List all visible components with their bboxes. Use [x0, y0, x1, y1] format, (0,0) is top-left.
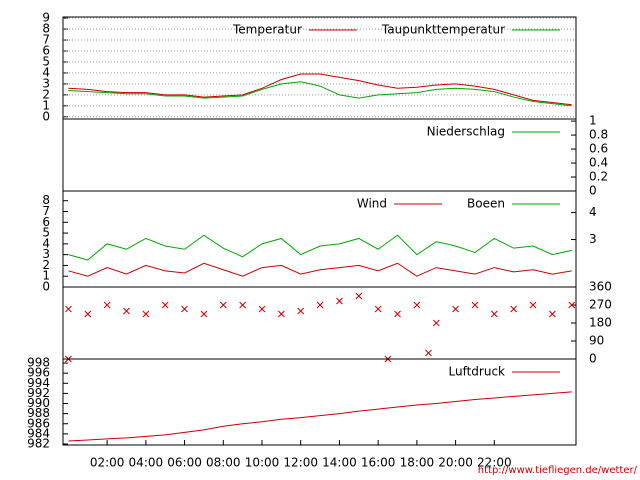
y-tick-label: 6	[42, 215, 50, 229]
point	[181, 305, 188, 313]
y-tick-label: 0	[42, 280, 50, 294]
legend-label: Wind	[357, 197, 387, 211]
point	[84, 310, 92, 318]
y-tick-label: 990	[27, 396, 50, 410]
point	[490, 310, 498, 318]
point	[336, 297, 343, 305]
x-tick-label: 16:00	[361, 456, 396, 470]
x-tick-label: 02:00	[90, 456, 125, 470]
y2-tick-label: 4	[589, 205, 597, 219]
y2-tick-label: 270	[589, 298, 612, 312]
series-line	[68, 73, 572, 106]
y-tick-label: 7	[42, 33, 50, 47]
y-tick-label: 0	[42, 109, 50, 123]
x-tick-label: 06:00	[167, 456, 202, 470]
legend-label: Temperatur	[232, 23, 302, 37]
y2-tick-label: 90	[589, 334, 604, 348]
x-tick-label: 20:00	[438, 456, 473, 470]
y-tick-label: 988	[27, 406, 50, 420]
y-tick-label: 8	[42, 22, 50, 36]
y2-tick-label: 180	[589, 316, 612, 330]
y2-tick-label: 0	[589, 184, 597, 198]
point	[200, 310, 208, 318]
y-tick-label: 7	[42, 204, 50, 218]
y-tick-label: 5	[42, 226, 50, 240]
point	[452, 305, 459, 313]
y-tick-label: 3	[42, 76, 50, 90]
y-tick-label: 9	[42, 11, 50, 25]
y2-tick-label: 360	[589, 280, 612, 294]
point	[278, 310, 285, 318]
y-tick-label: 2	[42, 258, 50, 272]
y2-tick-label: 1	[589, 114, 597, 128]
y-tick-label: 1	[42, 269, 50, 283]
y2-tick-label: 0.6	[589, 142, 608, 156]
y-tick-label: 994	[27, 376, 50, 390]
point	[103, 301, 111, 309]
point	[123, 307, 130, 315]
footer-url: http://www.tiefliegen.de/wetter/	[478, 465, 638, 476]
y-tick-label: 998	[27, 356, 50, 370]
panel-frame	[62, 358, 577, 446]
x-tick-label: 10:00	[245, 456, 280, 470]
y2-tick-label: 0.8	[589, 128, 608, 142]
y-tick-label: 984	[27, 426, 50, 440]
series-line	[68, 391, 572, 442]
y-tick-label: 992	[27, 386, 50, 400]
legend-label: Luftdruck	[448, 365, 505, 379]
point	[394, 310, 401, 318]
y-tick-label: 6	[42, 44, 50, 58]
point	[549, 310, 556, 318]
legend-label: Taupunkttemperatur	[381, 23, 505, 37]
point	[65, 305, 72, 313]
point	[297, 307, 305, 315]
y-tick-label: 1	[42, 98, 50, 112]
series-line	[68, 262, 572, 277]
point	[425, 349, 432, 357]
y-tick-label: 2	[42, 87, 50, 101]
y-tick-label: 996	[27, 366, 50, 380]
y-tick-label: 5	[42, 54, 50, 68]
series-line	[68, 234, 572, 261]
y-tick-label: 4	[42, 236, 50, 250]
point	[471, 301, 479, 309]
point	[529, 301, 537, 309]
series-line	[68, 81, 572, 107]
y-tick-label: 4	[42, 65, 50, 79]
point	[413, 301, 421, 309]
y-tick-label: 982	[27, 436, 50, 450]
point	[374, 305, 382, 313]
y2-tick-label: 0.2	[589, 170, 608, 184]
point	[258, 305, 266, 313]
x-tick-label: 08:00	[206, 456, 241, 470]
y2-tick-label: 3	[589, 232, 597, 246]
y-tick-label: 3	[42, 247, 50, 261]
legend-label: Niederschlag	[427, 125, 505, 139]
y-tick-label: 8	[42, 193, 50, 207]
y2-tick-label: 0.4	[589, 156, 608, 170]
point	[316, 301, 324, 309]
x-tick-label: 22:00	[477, 456, 512, 470]
x-tick-label: 14:00	[322, 456, 357, 470]
y-tick-label: 986	[27, 416, 50, 430]
point	[568, 301, 576, 309]
point	[219, 301, 227, 309]
point	[432, 319, 440, 327]
x-tick-label: 18:00	[400, 456, 435, 470]
legend-label: Boeen	[467, 197, 505, 211]
point	[510, 305, 518, 313]
point	[161, 301, 169, 309]
point	[142, 310, 150, 318]
panel-frame	[62, 286, 577, 360]
x-tick-label: 12:00	[283, 456, 318, 470]
y2-tick-label: 0	[589, 352, 597, 366]
x-tick-label: 04:00	[129, 456, 164, 470]
point	[355, 292, 363, 300]
point	[239, 301, 247, 309]
